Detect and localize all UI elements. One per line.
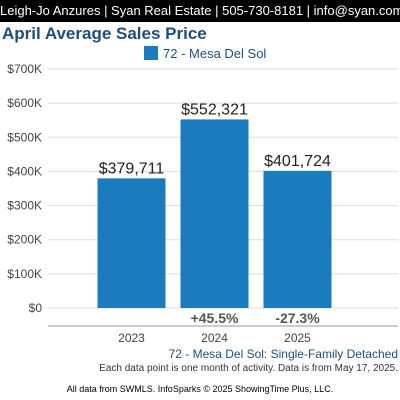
y-tick-label: $400K <box>7 164 42 178</box>
bar-value-label: $401,724 <box>264 153 331 170</box>
bar <box>180 119 249 308</box>
footnote-note: Each data point is one month of activity… <box>99 363 398 374</box>
y-tick-label: $0 <box>29 301 43 315</box>
footnote-subtitle: 72 - Mesa Del Sol: Single-Family Detache… <box>168 347 398 361</box>
y-tick-label: $100K <box>7 267 42 281</box>
bar <box>263 170 332 308</box>
y-tick-label: $700K <box>7 62 42 76</box>
y-tick-label: $600K <box>7 96 42 110</box>
legend-label: 72 - Mesa Del Sol <box>163 45 267 61</box>
percent-change-label: -27.3% <box>275 310 320 326</box>
bar-chart: $0 $100K $200K $300K $400K $500K $600K $700K $37… <box>7 62 398 345</box>
chart-title: April Average Sales Price <box>2 24 207 43</box>
percent-change-label: +45.5% <box>191 310 239 326</box>
x-tick-label: 2025 <box>284 331 311 345</box>
y-tick-label: $500K <box>7 130 42 144</box>
data-source: All data from SWMLS. InfoSparks © 2025 S… <box>66 384 334 394</box>
y-tick-label: $200K <box>7 233 42 247</box>
bar <box>97 178 166 308</box>
bar-value-label: $552,321 <box>181 101 248 118</box>
bar-value-label: $379,711 <box>99 160 165 177</box>
legend-swatch <box>144 46 158 60</box>
x-tick-label: 2023 <box>118 331 145 345</box>
y-tick-label: $300K <box>7 199 42 213</box>
agent-banner: Leigh-Jo Anzures | Syan Real Estate | 50… <box>0 0 400 22</box>
x-tick-label: 2024 <box>201 331 228 345</box>
chart-legend: 72 - Mesa Del Sol <box>144 45 266 61</box>
